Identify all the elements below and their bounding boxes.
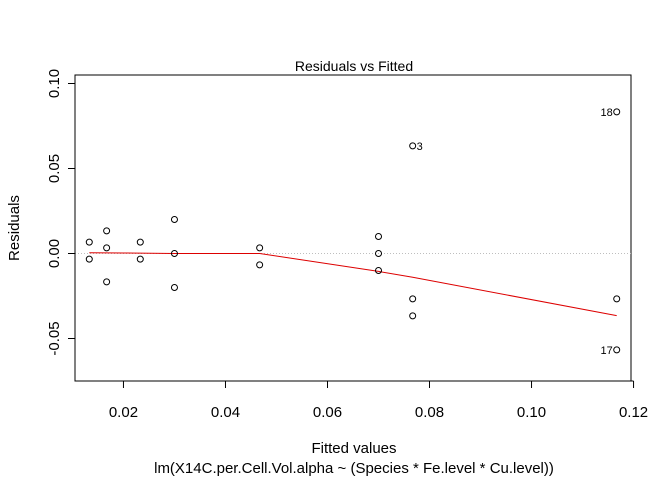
y-tick-label: 0.00 xyxy=(46,239,63,268)
x-tick-label: 0.12 xyxy=(619,404,648,421)
point-label-18: 18 xyxy=(600,107,612,119)
residual-point xyxy=(613,346,621,354)
residual-point xyxy=(136,255,144,263)
x-tick-label: 0.02 xyxy=(109,404,138,421)
smoother-line xyxy=(89,252,617,317)
residual-point xyxy=(103,227,111,235)
residual-point xyxy=(375,250,383,257)
x-tick-label: 0.10 xyxy=(517,404,546,421)
residual-point xyxy=(136,238,144,246)
residual-point xyxy=(170,250,178,257)
point-label-3: 3 xyxy=(417,141,423,153)
x-tick-label: 0.04 xyxy=(211,404,240,421)
residual-point xyxy=(375,267,383,274)
point-label-17: 17 xyxy=(600,345,612,357)
residual-point xyxy=(103,244,111,252)
residual-point xyxy=(256,261,264,269)
y-tick-label: -0.05 xyxy=(46,321,63,355)
y-axis-label: Residuals xyxy=(6,195,23,261)
y-tick-label: 0.10 xyxy=(46,69,63,98)
residual-points xyxy=(85,108,621,354)
residual-point xyxy=(613,295,621,303)
residual-point xyxy=(85,238,93,246)
residual-point xyxy=(409,142,417,150)
residual-point xyxy=(613,108,621,116)
residual-point xyxy=(170,216,178,223)
residual-point xyxy=(256,244,264,252)
y-axis: -0.05 0.00 0.05 0.10 xyxy=(46,69,76,356)
residual-point xyxy=(375,233,383,240)
plot-area-frame xyxy=(74,74,632,382)
residual-point xyxy=(409,295,417,303)
x-tick-label: 0.06 xyxy=(313,404,342,421)
outlier-labels: 3 18 17 xyxy=(417,107,613,357)
y-tick-label: 0.05 xyxy=(46,154,63,183)
x-axis: 0.02 0.04 0.06 0.08 0.10 0.12 xyxy=(109,380,648,421)
x-axis-label: Fitted values xyxy=(311,440,396,457)
residual-point xyxy=(85,255,93,263)
x-tick-label: 0.08 xyxy=(415,404,444,421)
residual-point xyxy=(103,278,111,286)
loess-smoother-layer xyxy=(89,252,617,317)
model-caption: lm(X14C.per.Cell.Vol.alpha ~ (Species * … xyxy=(154,460,554,477)
residual-point xyxy=(170,284,178,291)
residual-point xyxy=(409,312,417,320)
chart-title: Residuals vs Fitted xyxy=(295,58,413,74)
